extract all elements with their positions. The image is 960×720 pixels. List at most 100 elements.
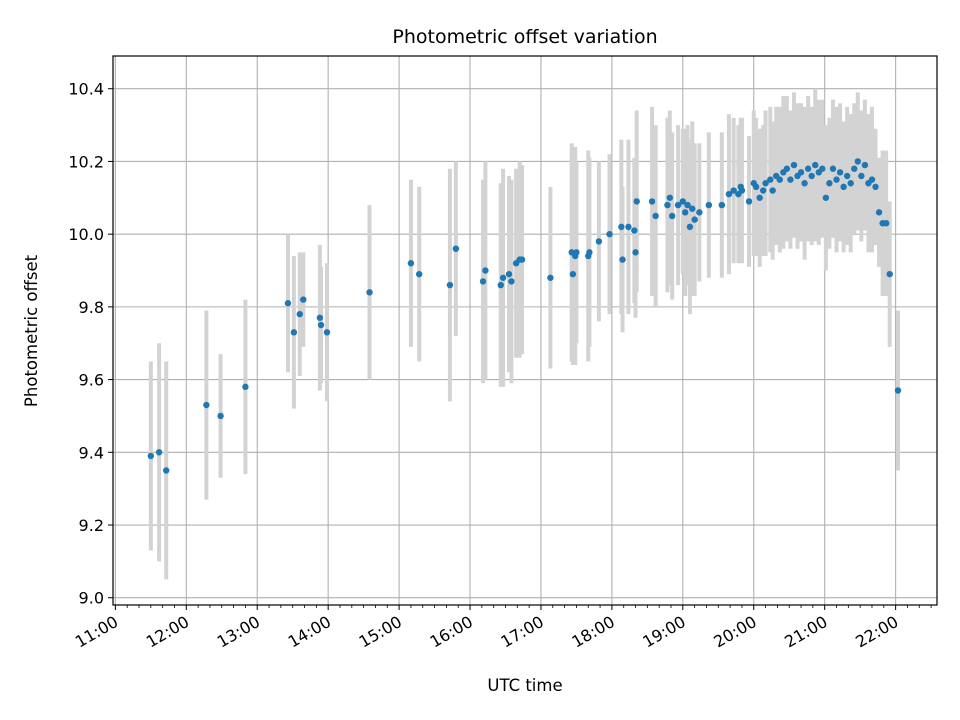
data-point <box>595 238 603 245</box>
y-tick-label: 10.0 <box>68 225 104 244</box>
data-point <box>804 165 812 172</box>
data-point <box>508 278 515 285</box>
data-point <box>296 310 303 318</box>
data-point <box>738 187 746 194</box>
data-point <box>155 449 163 456</box>
data-point <box>317 321 325 329</box>
data-point <box>886 270 893 278</box>
data-point <box>836 169 844 176</box>
x-axis-title: UTC time <box>487 676 562 695</box>
data-point <box>573 249 580 256</box>
data-point <box>664 201 671 209</box>
data-point <box>819 165 826 172</box>
data-point <box>776 176 783 183</box>
y-tick-label: 9.2 <box>79 516 104 535</box>
data-point <box>730 187 737 194</box>
data-point <box>686 223 694 231</box>
data-point <box>668 212 676 220</box>
data-point <box>718 201 726 209</box>
data-point <box>861 161 869 169</box>
data-point <box>415 270 423 278</box>
data-point <box>631 227 638 234</box>
data-point <box>826 180 833 187</box>
data-point <box>618 223 625 231</box>
data-point <box>745 198 753 205</box>
data-points <box>147 158 902 474</box>
data-point <box>366 289 373 296</box>
data-point <box>858 172 865 180</box>
data-point <box>829 165 837 172</box>
data-point <box>875 209 883 216</box>
data-point <box>847 180 854 187</box>
data-point <box>696 209 703 216</box>
data-point <box>446 281 454 289</box>
data-point <box>851 165 858 172</box>
data-point <box>625 223 632 231</box>
data-point <box>808 172 815 180</box>
y-axis: 9.0 9.2 9.4 9.6 9.8 10.0 10.2 10.4 <box>68 80 113 608</box>
data-point <box>619 256 626 263</box>
data-point <box>767 176 774 183</box>
y-tick-label: 9.6 <box>79 371 104 390</box>
data-point <box>482 267 489 274</box>
y-tick-label: 9.0 <box>79 589 104 608</box>
data-point <box>147 452 155 460</box>
data-point <box>843 172 851 180</box>
data-point <box>760 187 767 194</box>
data-point <box>452 245 460 252</box>
data-point <box>242 383 249 391</box>
data-point <box>783 165 791 172</box>
data-point <box>894 387 902 394</box>
data-point <box>547 274 554 281</box>
data-point <box>684 201 691 209</box>
data-point <box>497 281 504 289</box>
data-point <box>300 296 307 303</box>
data-point <box>756 194 763 201</box>
data-point <box>882 220 890 227</box>
data-point <box>633 198 640 205</box>
data-point <box>681 209 689 216</box>
data-point <box>632 249 639 256</box>
data-point <box>790 161 798 169</box>
data-point <box>822 194 830 201</box>
data-point <box>407 260 415 267</box>
data-point <box>569 270 577 278</box>
data-point <box>499 274 507 281</box>
data-point <box>769 187 776 194</box>
data-point <box>689 205 696 212</box>
data-point <box>705 201 713 209</box>
data-point <box>752 183 760 191</box>
plot-frame <box>112 55 938 606</box>
data-point <box>725 190 733 198</box>
data-point <box>762 180 769 187</box>
data-point <box>872 183 879 191</box>
chart-title: Photometric offset variation <box>392 26 657 48</box>
data-point <box>679 198 687 205</box>
data-point <box>691 216 698 223</box>
data-point <box>606 230 613 238</box>
data-point <box>812 161 819 169</box>
data-point <box>854 158 861 165</box>
data-point <box>787 176 794 183</box>
data-point <box>833 176 840 183</box>
data-point <box>674 201 682 209</box>
data-point <box>479 278 487 285</box>
y-tick-label: 10.2 <box>68 152 104 171</box>
data-point <box>648 198 656 205</box>
data-point <box>316 314 324 321</box>
data-point <box>868 176 876 183</box>
y-tick-label: 9.8 <box>79 298 104 317</box>
y-axis-title: Photometric offset <box>22 254 41 407</box>
data-point <box>162 467 170 474</box>
data-point <box>652 212 659 220</box>
data-point <box>505 270 513 278</box>
data-point <box>801 180 808 187</box>
y-tick-label: 9.4 <box>79 443 104 462</box>
data-point <box>323 329 331 336</box>
data-point <box>518 256 526 263</box>
data-point <box>290 329 298 336</box>
data-point <box>797 169 805 176</box>
data-point <box>284 300 292 307</box>
data-point <box>666 194 674 201</box>
